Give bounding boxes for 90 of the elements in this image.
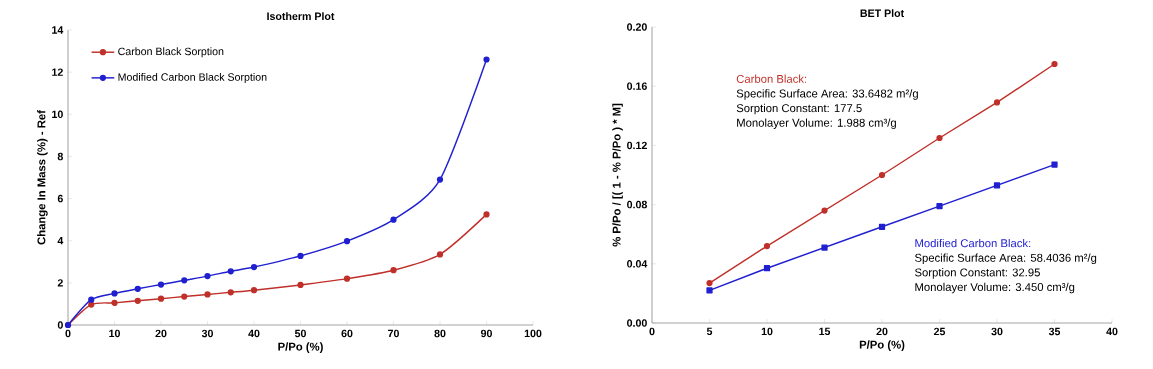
y-tick-label: 0 [57, 321, 63, 329]
point [343, 238, 351, 245]
point [390, 267, 397, 274]
point [936, 134, 943, 142]
point [390, 216, 397, 223]
annotation: Monolayer Volume: 1.988 cm³/g [737, 118, 896, 129]
point [134, 285, 141, 292]
point [993, 99, 1001, 106]
x-tick-label: 70 [388, 329, 399, 338]
y-tick-label: 10 [52, 110, 63, 119]
point [936, 202, 943, 210]
legend-label: Carbon Black Sorption [118, 47, 224, 58]
point [111, 290, 118, 297]
point [297, 252, 304, 260]
point [878, 223, 886, 230]
point [227, 289, 234, 296]
point [993, 182, 1001, 189]
point [88, 301, 95, 308]
x-tick-label: 40 [248, 329, 260, 338]
point [227, 268, 234, 275]
y-tick-label: 14 [52, 26, 64, 34]
x-tick-label: 100 [524, 329, 542, 338]
y-tick-label: 0.08 [627, 200, 647, 209]
y-tick-label: 0.04 [627, 260, 648, 268]
x-tick-label: 0 [649, 327, 655, 336]
point [706, 279, 713, 287]
point [436, 251, 444, 258]
y-tick-label: 2 [57, 279, 63, 287]
point [157, 281, 165, 288]
point [763, 265, 771, 272]
y-tick-label: 4 [57, 237, 64, 245]
point [483, 211, 490, 218]
annotation: Sorption Constant: 32.95 [915, 268, 1040, 279]
x-tick-label: 80 [434, 329, 446, 338]
point [297, 281, 304, 289]
x-tick-label: 0 [65, 329, 71, 338]
y-tick-label: 0.16 [627, 82, 647, 90]
x-tick-label: 30 [201, 329, 213, 338]
x-tick-label: 40 [1106, 327, 1118, 336]
annotation: Specific Surface Area: 58.4036 m²/g [915, 253, 1097, 265]
x-tick-label: 15 [819, 327, 831, 336]
y-tick-label: 0.20 [627, 23, 647, 31]
point [111, 299, 118, 306]
x-axis-title: P/Po (%) [278, 342, 323, 353]
annotation: Sorption Constant: 177.5 [736, 103, 862, 115]
point [343, 275, 351, 282]
x-tick-label: 20 [155, 329, 167, 338]
point [88, 296, 95, 303]
x-tick-label: 10 [761, 327, 773, 336]
point [134, 297, 141, 304]
annotation: Specific Surface Area: 33.6482 m²/g [736, 89, 918, 100]
x-tick-label: 60 [341, 329, 353, 338]
chart-title: Isotherm Plot [267, 12, 335, 20]
point [250, 263, 258, 271]
x-axis-title: P/Po (%) [859, 340, 905, 351]
x-tick-label: 30 [991, 327, 1003, 336]
text: Modified Carbon Black: [915, 238, 1031, 248]
y-tick-label: 0.00 [627, 319, 647, 327]
point [204, 291, 211, 298]
point [821, 207, 828, 214]
point [821, 244, 828, 251]
y-tick-label: 0.12 [627, 141, 647, 150]
point [706, 287, 713, 294]
x-tick-label: 90 [480, 329, 492, 338]
y-tick-label: 8 [57, 152, 63, 161]
point [250, 287, 258, 294]
point [763, 242, 771, 250]
x-tick-label: 10 [109, 329, 120, 338]
point [436, 176, 444, 183]
y-axis-title: Change In Mass (%) - Ref [37, 110, 48, 245]
point [878, 171, 886, 179]
chart-title: BET Plot [860, 9, 905, 17]
x-tick-label: 20 [876, 327, 888, 336]
point [204, 272, 211, 280]
point [181, 277, 188, 284]
annotation: Monolayer Volume: 3.450 cm³/g [915, 282, 1075, 294]
y-tick-label: 6 [57, 194, 63, 203]
point [157, 295, 165, 302]
x-tick-label: 5 [706, 327, 713, 336]
x-tick-label: 25 [933, 327, 946, 336]
point [181, 293, 188, 300]
x-tick-label: 50 [294, 329, 306, 338]
y-tick-label: 12 [52, 68, 63, 76]
point [1051, 161, 1058, 168]
point [1051, 60, 1058, 68]
y-axis-title: % P/Po / [( 1 - % P/Po ) * M] [612, 103, 623, 247]
text: Carbon Black: [736, 74, 807, 83]
point [483, 56, 490, 63]
legend-label: Modified Carbon Black Sorption [118, 73, 267, 83]
x-tick-label: 35 [1048, 327, 1061, 336]
